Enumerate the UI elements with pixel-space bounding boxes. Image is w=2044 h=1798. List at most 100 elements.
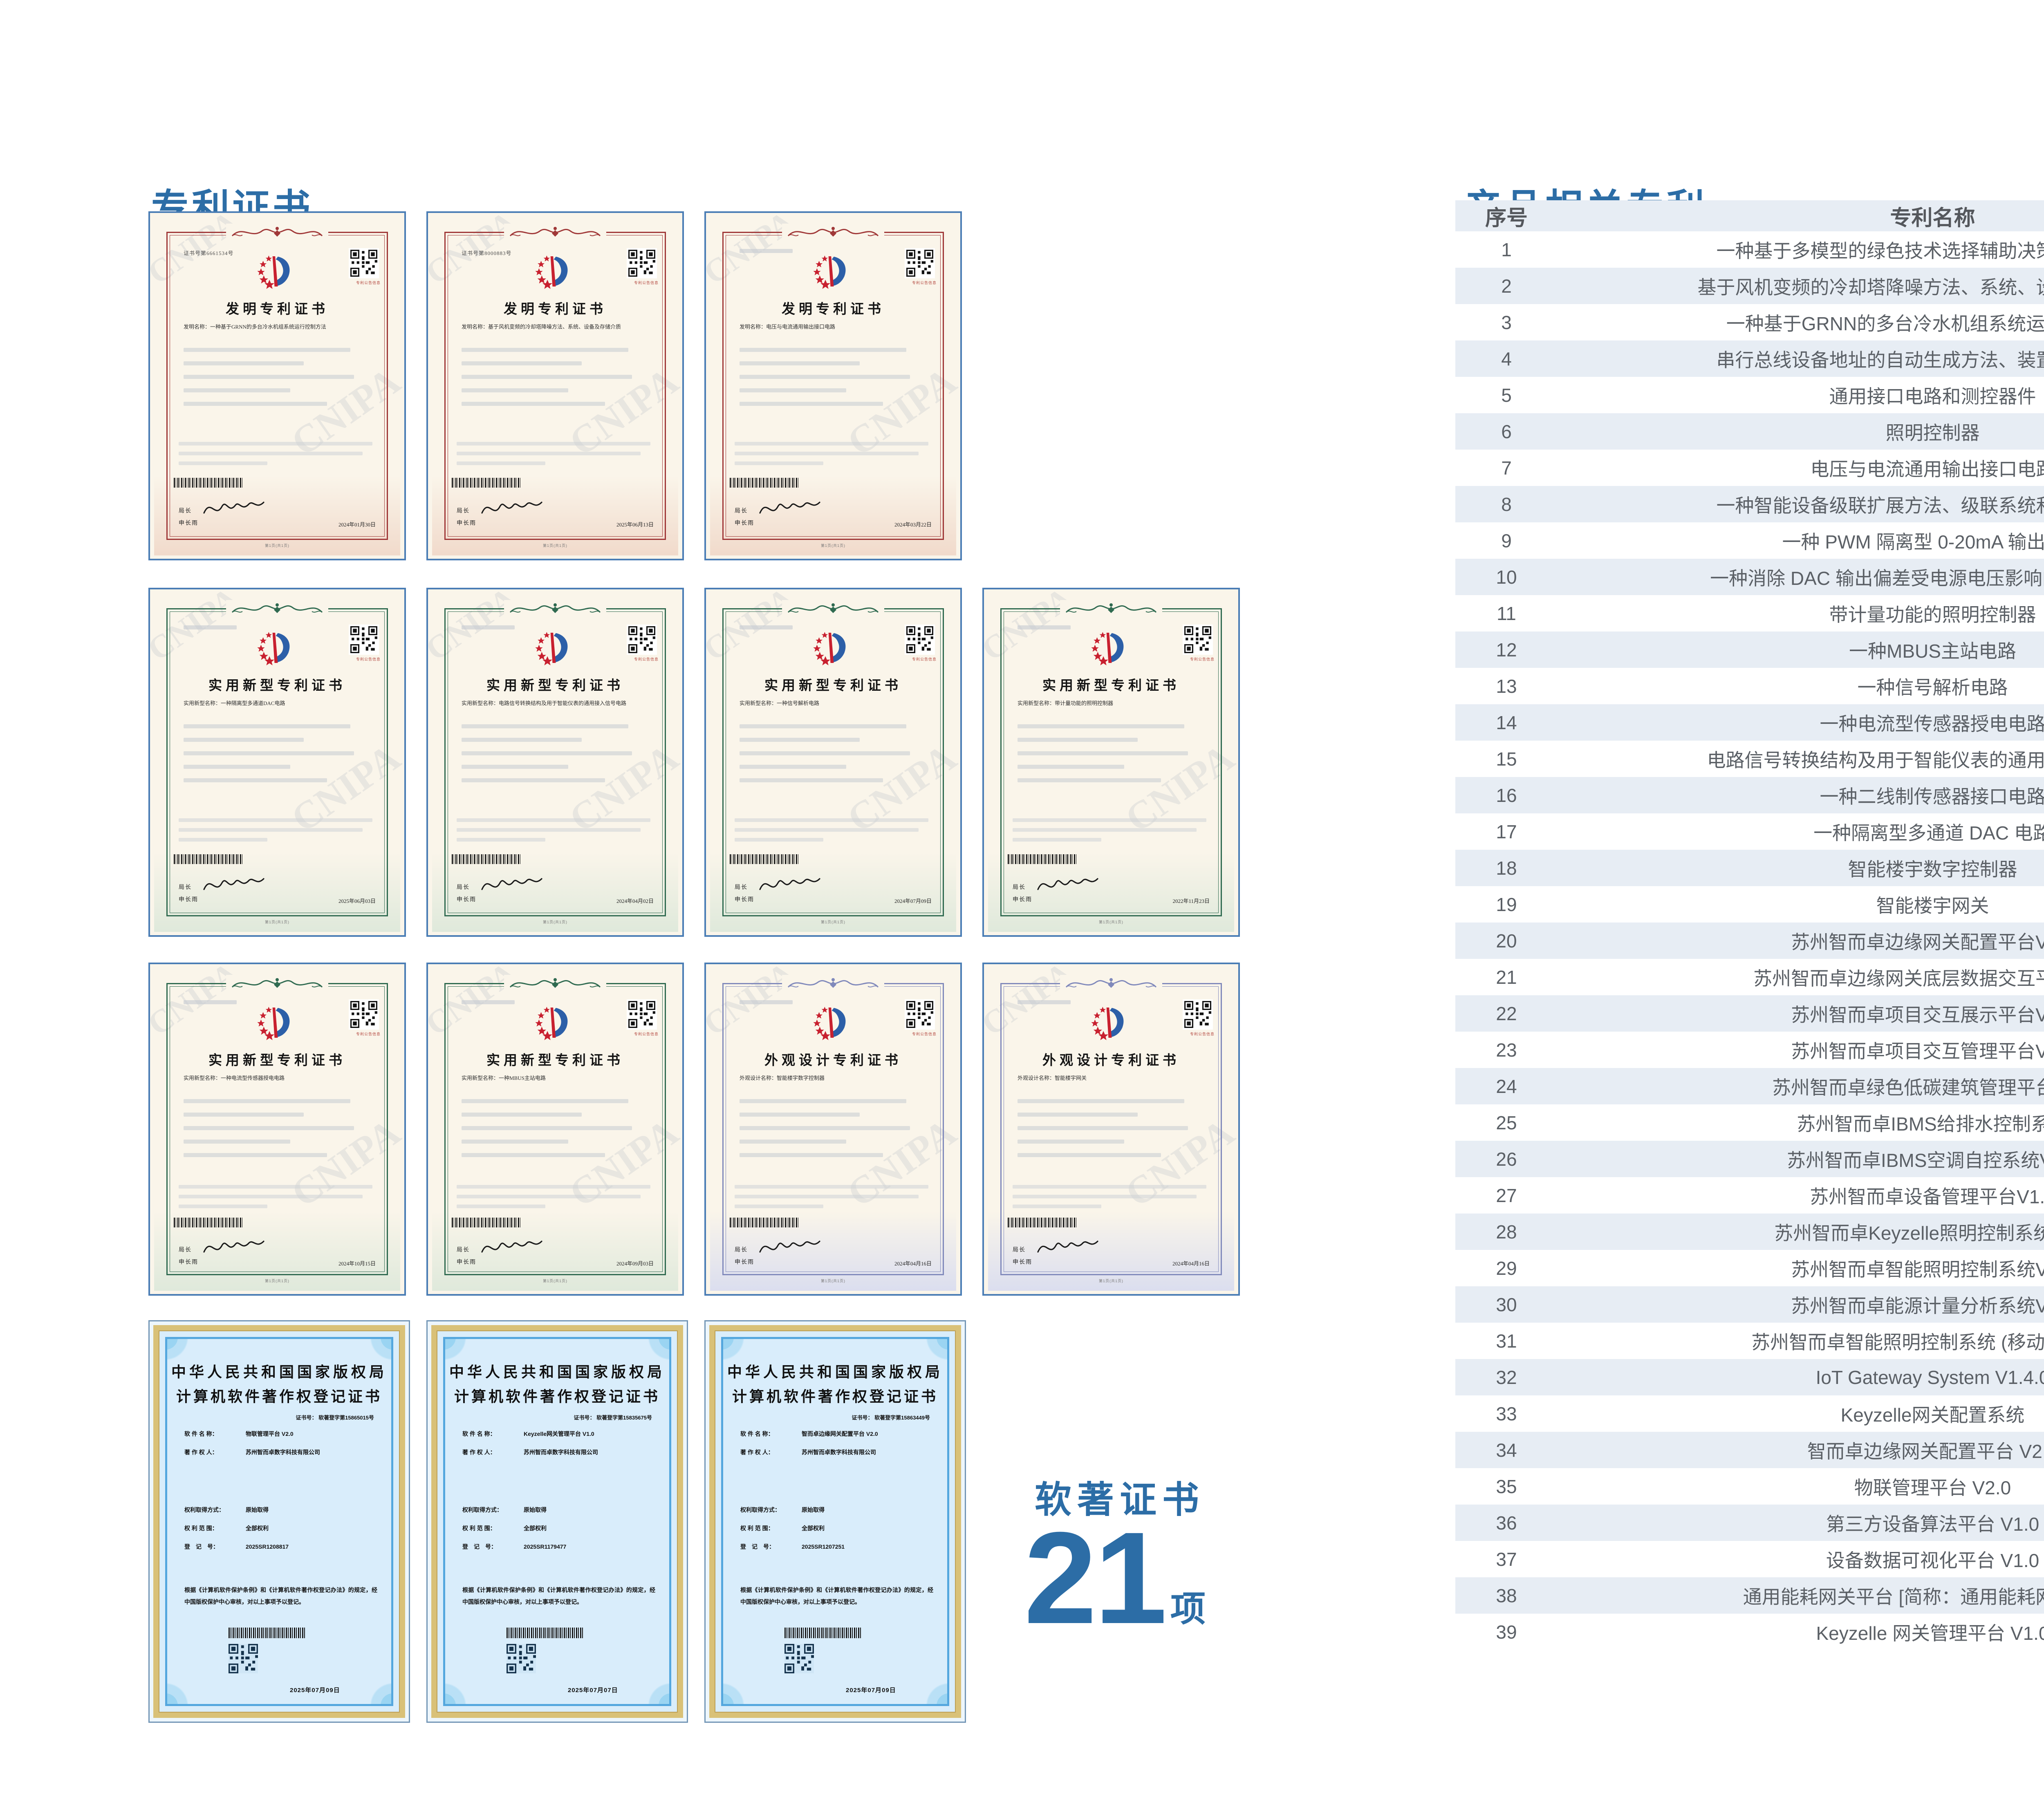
qr-caption: 专利公告信息 [356,1032,381,1036]
certificate-paragraph-lines [457,818,659,848]
patent-table-body: 1一种基于多模型的绿色技术选择辅助决策方法和系统发明2基于风机变频的冷却塔降噪方… [1455,231,2044,1650]
cell-no: 26 [1496,1148,1517,1170]
ornament-icon [504,975,606,993]
certificate-bottom-gradient [710,476,956,555]
cell-name: 苏州智而卓项目交互管理平台V1.0 [1791,1040,2044,1062]
cell-no: 1 [1501,239,1512,260]
signer-name: 申长雨 [179,519,198,526]
patent-certificate: CNIPA CNIPA [148,963,406,1296]
table-row: 19智能楼宇网关外观 [1455,886,2044,923]
cell-name: IoT Gateway System V1.4.0 [1815,1366,2044,1388]
certificate-paragraph-lines [457,442,659,471]
field-value: 电路信号转换结构及用于智能仪表的通用接入信号电路 [499,700,627,706]
certificate-name-field: 实用新型名称：一种信号解析电路 [740,699,933,708]
cell-no: 35 [1496,1476,1517,1497]
cell-name: 智能楼宇网关 [1876,895,1989,916]
cell-name: 一种隔离型多通道 DAC 电路 [1813,822,2044,844]
cell-name: 苏州智而卓绿色低碳建筑管理平台V1.0 [1772,1077,2044,1098]
barcode [730,478,799,488]
cell-name: 电路信号转换结构及用于智能仪表的通用接入信号电路 [1707,749,2044,771]
certificate-title: 实用新型专利证书 [208,678,346,693]
corner-flourish-icon [723,1657,771,1704]
certificate-page-note: 第1页(共1页) [820,1279,845,1283]
cell-no: 38 [1496,1585,1517,1606]
certificate-date: 2022年11月23日 [1172,898,1210,904]
certificate-bottom-gradient [432,852,678,932]
certificate-page-note: 第1页(共1页) [542,544,567,548]
cell-no: 3 [1501,311,1512,333]
certificate-bottom-gradient [432,476,678,555]
certificate-page-note: 第1页(共1页) [1098,1279,1123,1283]
signature-icon [759,502,820,514]
cell-no: 29 [1496,1257,1517,1279]
barcode [730,1218,799,1227]
field-label: 实用新型名称： [462,1075,499,1081]
certificate-date: 2025年07月09日 [846,1687,896,1694]
certificate-bottom-gradient [154,852,400,932]
cell-name: 苏州智而卓智能照明控制系统 (移动端) V1.0 [1751,1331,2044,1353]
qr-caption: 专利公告信息 [912,657,937,661]
certificate-date: 2024年03月22日 [894,522,932,528]
barcode [174,478,243,488]
field-label: 外观设计名称： [1018,1075,1055,1081]
table-row: 24苏州智而卓绿色低碳建筑管理平台V1.0软著 [1455,1068,2044,1104]
software-copyright-certificate: 中华人民共和国国家版权局 计算机软件著作权登记证书 证书号： 软著登字第1583… [426,1320,688,1723]
ornament-icon [226,224,328,242]
certificate-name-field: 实用新型名称：一种隔离型多通道DAC电路 [184,699,377,708]
copyright-inner-frame: 中华人民共和国国家版权局 计算机软件著作权登记证书 证书号： 软著登字第1586… [721,1337,949,1706]
field-value: 苏州智而卓数字科技有限公司 [802,1449,876,1455]
field-value: 2025SR1208817 [246,1543,289,1550]
certificate-text-lines [740,348,933,415]
copyright-statement: 根据《计算机软件保护条例》和《计算机软件著作权登记办法》的规定，经中国版权保护中… [184,1587,377,1605]
certificate-paragraph-lines [179,818,381,848]
signer-name: 申长雨 [735,896,754,902]
field-label: 权利取得方式： [184,1507,224,1513]
field-label: 权利取得方式： [740,1507,780,1513]
certificate-paragraph-lines [179,1185,381,1214]
certificate-title: 外观设计专利证书 [764,1053,902,1068]
qr-caption: 专利公告信息 [356,281,381,285]
copyright-title-line2: 计算机软件著作权登记证书 [176,1388,382,1405]
software-cert-badge: 软著证书 21 项 [1024,1470,1206,1643]
certificate-text-lines [184,348,377,415]
cell-name: 带计量功能的照明控制器 [1829,604,2036,625]
certificate-row: CNIPA CNIPA [148,963,1240,1296]
cnipa-logo-icon [813,255,846,289]
field-label: 权 利 范 围： [462,1525,496,1532]
qr-caption: 专利公告信息 [356,657,381,661]
ornament-icon [1060,975,1162,993]
qr-caption: 专利公告信息 [1190,657,1215,661]
field-value: 物联管理平台 V2.0 [246,1431,294,1437]
field-value: 一种基于GRNN的多台冷水机组系统运行控制方法 [210,324,326,330]
qr-caption: 专利公告信息 [912,1032,937,1036]
field-label: 发明名称： [184,324,211,330]
table-row: 21苏州智而卓边缘网关底层数据交互平台V1.0软著 [1455,959,2044,995]
cell-no: 15 [1496,748,1517,770]
corner-flourish-icon [723,1339,771,1386]
signature-icon [759,878,820,890]
ornament-icon [1060,600,1162,618]
signer-title: 局长 [179,507,192,514]
copyright-fields: 软 件 名 称： Keyzelle网关管理平台 V1.0 著 作 权 人： 苏州智而… [462,1430,655,1561]
certificate-bottom-gradient [988,852,1234,932]
table-row: 6照明控制器发明 [1455,413,2044,450]
barcode [452,854,521,864]
certificate-name-field: 外观设计名称：智能楼宇网关 [1018,1074,1211,1083]
certificate-paragraph-lines [179,442,381,471]
cnipa-logo-icon [1091,632,1124,665]
signature-icon [203,878,264,890]
certificate-date: 2024年10月15日 [338,1261,376,1267]
qr-caption: 专利公告信息 [634,1032,659,1036]
signer-title: 局长 [457,884,470,890]
qr-code-icon [627,625,657,655]
cell-name: 物联管理平台 V2.0 [1854,1477,2011,1498]
certificate-date: 2024年04月02日 [616,898,654,904]
signer-title: 局长 [735,507,748,514]
copyright-title-line2: 计算机软件著作权登记证书 [732,1388,938,1405]
qr-code-icon [1183,999,1213,1030]
certificate-date: 2024年01月30日 [338,522,376,528]
